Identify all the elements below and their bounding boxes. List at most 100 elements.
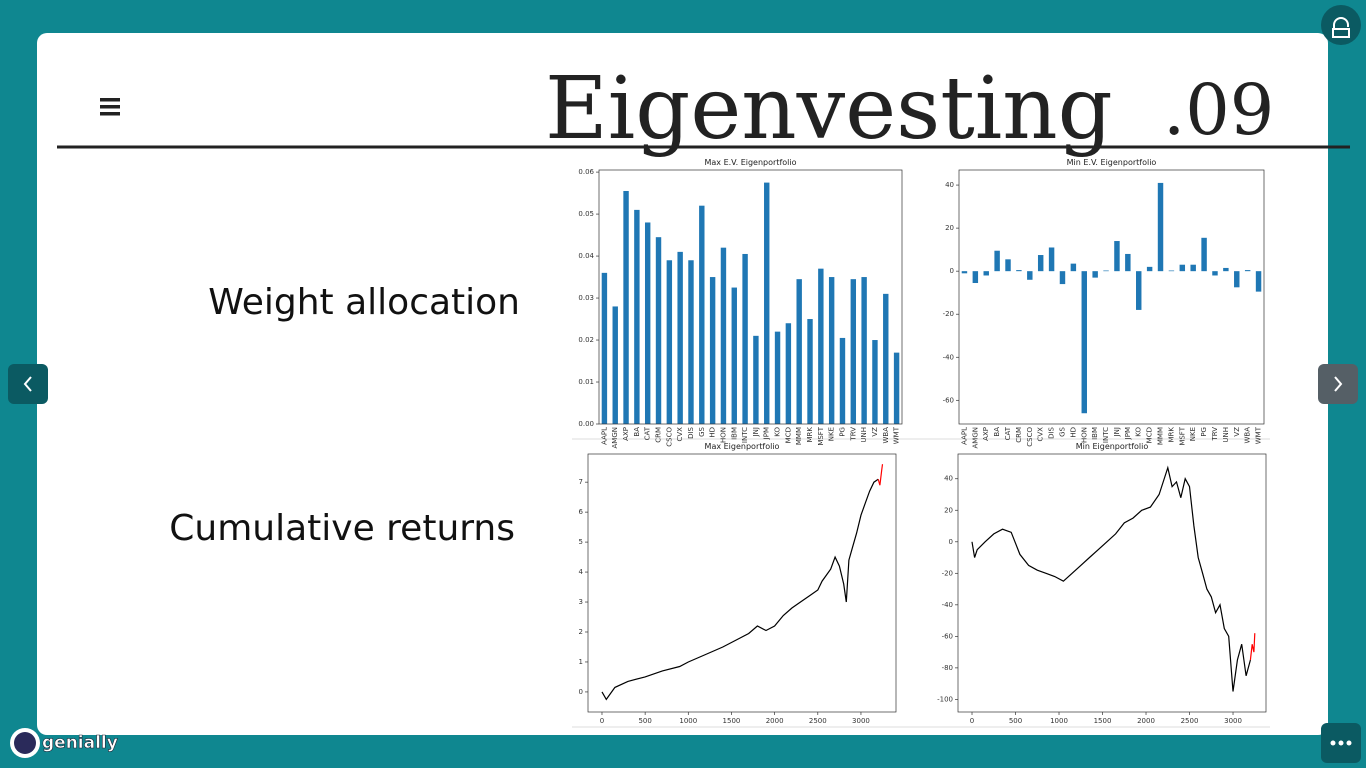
y-tick-label: 0.03: [578, 294, 594, 302]
bar: [731, 287, 737, 424]
chart-title: Min E.V. Eigenportfolio: [1067, 158, 1157, 167]
bar: [1125, 253, 1131, 272]
dot: [1346, 740, 1352, 746]
bar: [1081, 271, 1087, 414]
chart-title: Max E.V. Eigenportfolio: [704, 158, 796, 167]
x-tick-label: VZ: [871, 427, 879, 437]
bar: [1136, 271, 1142, 310]
x-tick-label: HD: [709, 427, 717, 438]
y-tick-label: 20: [945, 224, 954, 232]
lock-button[interactable]: [1321, 5, 1361, 45]
bar: [720, 247, 727, 424]
x-tick-label: CSCO: [1026, 427, 1034, 447]
x-tick-label: AMGN: [971, 427, 979, 449]
bar: [774, 331, 781, 424]
bar: [961, 271, 968, 274]
x-tick-label: 2000: [1137, 717, 1155, 725]
y-tick-label: 3: [579, 598, 583, 606]
x-tick-label: CVX: [1037, 427, 1045, 442]
x-tick-label: WMT: [1255, 426, 1263, 444]
x-tick-label: HON: [719, 427, 727, 443]
bar: [623, 190, 629, 424]
line-series: [1249, 633, 1256, 661]
y-tick-label: 1: [579, 658, 583, 666]
row-label: Cumulative returns: [169, 508, 515, 549]
more-button[interactable]: [1321, 723, 1361, 763]
bar: [1092, 271, 1098, 278]
x-tick-label: 1500: [723, 717, 741, 725]
y-tick-label: -20: [942, 569, 953, 577]
bar: [1005, 259, 1011, 272]
x-tick-label: 3000: [852, 717, 870, 725]
x-tick-label: PG: [1200, 427, 1208, 437]
bar: [1114, 241, 1120, 272]
y-tick-label: 40: [945, 181, 954, 189]
plot-frame: [587, 453, 897, 713]
bar: [807, 319, 813, 424]
y-tick-label: 4: [579, 568, 584, 576]
x-tick-label: AAPL: [600, 427, 608, 445]
button-icon: [1334, 376, 1343, 392]
prev-button[interactable]: [8, 364, 48, 404]
brand-logo[interactable]: genially: [10, 728, 118, 758]
x-tick-label: BA: [993, 427, 1001, 437]
dot: [1338, 740, 1344, 746]
x-tick-label: WMT: [893, 426, 901, 444]
plot-frame: [957, 453, 1267, 713]
slide-title: Eigenvesting: [545, 59, 1113, 159]
x-tick-label: MCD: [784, 427, 792, 443]
x-tick-label: 0: [600, 717, 604, 725]
menu-bar: [100, 98, 120, 102]
bar: [677, 251, 683, 424]
y-tick-label: -40: [942, 601, 953, 609]
x-tick-label: MRK: [806, 427, 814, 443]
x-tick-label: 1500: [1094, 717, 1112, 725]
x-tick-label: GS: [698, 426, 706, 436]
y-tick-label: -100: [937, 695, 953, 703]
y-tick-label: 0.02: [578, 336, 594, 344]
x-tick-label: JPM: [763, 427, 771, 440]
y-tick-label: 0.06: [578, 168, 594, 176]
x-tick-label: 2500: [1181, 717, 1199, 725]
menu-bar: [100, 105, 120, 109]
plot-frame: [958, 169, 1265, 425]
bar: [983, 271, 989, 276]
chart-title: Min Eigenportfolio: [1076, 442, 1149, 451]
x-tick-label: VZ: [1233, 427, 1241, 437]
x-tick-label: MCD: [1146, 427, 1154, 443]
x-tick-label: 3000: [1224, 717, 1242, 725]
x-tick-label: DIS: [687, 426, 695, 438]
x-tick-label: 500: [638, 717, 651, 725]
x-tick-label: AXP: [982, 427, 990, 441]
x-tick-label: IBM: [730, 427, 738, 440]
menu-icon[interactable]: [100, 98, 120, 116]
next-button[interactable]: [1318, 364, 1358, 404]
x-tick-label: IBM: [1091, 427, 1099, 440]
x-tick-label: MRK: [1167, 427, 1175, 443]
chart-title: Max Eigenportfolio: [705, 442, 780, 451]
bar: [893, 352, 900, 424]
x-tick-label: MMM: [795, 427, 803, 445]
bar: [1059, 271, 1066, 285]
dot: [1330, 740, 1336, 746]
bar: [634, 209, 640, 424]
y-tick-label: 20: [944, 506, 953, 514]
line-series: [971, 465, 1251, 692]
button-bg: [1318, 364, 1358, 404]
x-tick-label: JNJ: [1113, 427, 1121, 437]
x-tick-label: WBA: [1244, 427, 1252, 444]
x-tick-label: CAT: [1004, 426, 1012, 440]
x-tick-label: 1000: [1050, 717, 1068, 725]
x-tick-label: JPM: [1124, 427, 1132, 440]
bar: [1212, 271, 1218, 276]
x-tick-label: MSFT: [817, 426, 825, 445]
bar: [839, 337, 846, 424]
bar: [1070, 263, 1077, 272]
y-tick-label: 0: [950, 267, 954, 275]
bar: [994, 250, 1000, 272]
bar: [764, 182, 770, 424]
bar: [1048, 247, 1055, 272]
menu-bar: [100, 112, 120, 116]
slide-number: .09: [1163, 69, 1274, 151]
